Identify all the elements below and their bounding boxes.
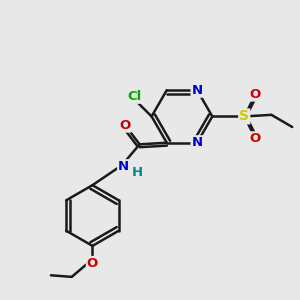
Text: O: O (250, 132, 261, 145)
Text: O: O (119, 119, 130, 132)
Text: Cl: Cl (127, 90, 141, 103)
Text: S: S (239, 110, 249, 123)
Text: N: N (118, 160, 129, 173)
Text: H: H (132, 166, 143, 178)
Text: O: O (87, 257, 98, 270)
Text: N: N (192, 84, 203, 97)
Text: O: O (250, 88, 261, 100)
Text: N: N (192, 136, 203, 149)
